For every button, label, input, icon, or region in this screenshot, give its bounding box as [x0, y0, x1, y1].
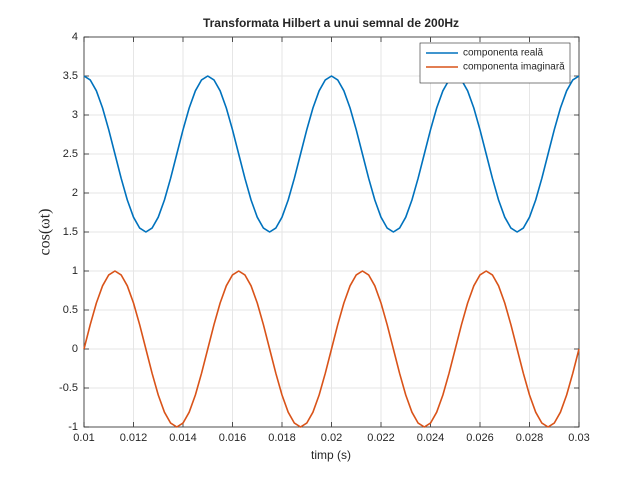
- y-tick-label: 0: [72, 343, 78, 355]
- y-tick-label: -1: [68, 421, 78, 433]
- x-tick-label: 0.01: [73, 432, 94, 444]
- y-tick-label: 0.5: [63, 304, 78, 316]
- x-tick-label: 0.018: [268, 432, 296, 444]
- y-tick-label: -0.5: [59, 382, 78, 394]
- y-tick-label: 3: [72, 109, 78, 121]
- y-tick-label: 4: [72, 31, 78, 43]
- axes-box: [83, 36, 580, 428]
- legend-box: [419, 42, 571, 84]
- x-axis-label: timp (s): [311, 448, 351, 462]
- x-tick-label: 0.03: [568, 432, 589, 444]
- legend-label: componenta reală: [463, 48, 543, 59]
- x-tick-label: 0.026: [466, 432, 494, 444]
- y-tick-label: 3.5: [63, 70, 78, 82]
- y-tick-label: 2: [72, 187, 78, 199]
- x-tick-label: 0.016: [219, 432, 247, 444]
- y-tick-label: 2.5: [63, 148, 78, 160]
- legend: componenta reală componenta imaginară: [419, 42, 571, 84]
- x-tick-label: 0.022: [367, 432, 395, 444]
- y-tick-label: 1: [72, 265, 78, 277]
- y-tick-label: 1.5: [63, 226, 78, 238]
- x-tick-label: 0.012: [120, 432, 148, 444]
- series-line: [83, 270, 580, 428]
- x-tick-label: 0.024: [417, 432, 445, 444]
- series-line: [83, 75, 580, 233]
- legend-label: componenta imaginară: [463, 62, 565, 73]
- chart-title: Transformata Hilbert a unui semnal de 20…: [203, 16, 459, 30]
- x-tick-label: 0.014: [169, 432, 197, 444]
- x-tick-label: 0.02: [321, 432, 342, 444]
- y-axis-label: cos(ωt): [37, 209, 54, 256]
- x-tick-label: 0.028: [516, 432, 544, 444]
